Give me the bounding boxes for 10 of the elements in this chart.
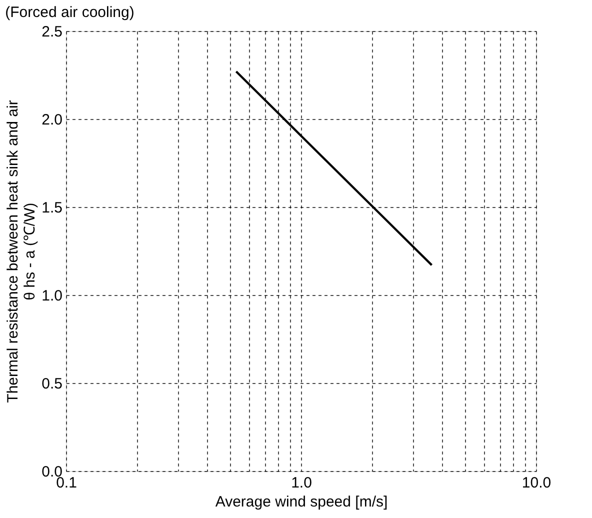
x-axis-title: Average wind speed [m/s] — [215, 494, 388, 510]
y-tick-label: 2.0 — [42, 112, 62, 128]
x-tick-label: 1.0 — [291, 474, 312, 492]
y-tick-label: 1.5 — [42, 200, 62, 216]
y-tick-label: 1.0 — [42, 288, 62, 304]
y-tick-label: 0.5 — [42, 376, 62, 392]
y-axis-title: Thermal resistance between heat sink and air θ hs - a (℃/W) — [4, 100, 39, 403]
x-tick-label: 10.0 — [522, 474, 552, 492]
y-tick-label: 2.5 — [42, 24, 62, 40]
chart-title: (Forced air cooling) — [5, 4, 134, 21]
